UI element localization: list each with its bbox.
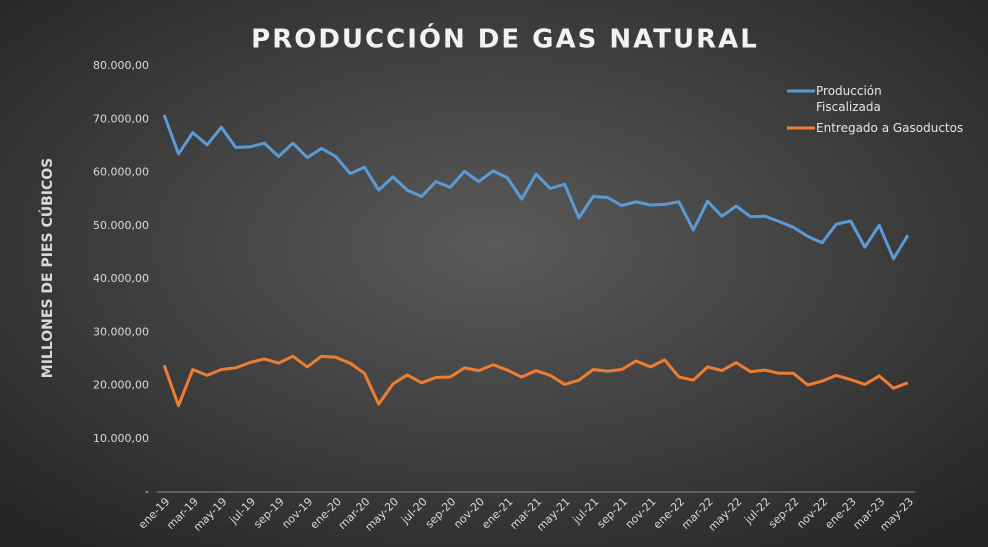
y-tick-label: 20.000,00 xyxy=(93,379,149,392)
y-tick-label: 40.000,00 xyxy=(93,272,149,285)
y-tick-label: 30.000,00 xyxy=(93,325,149,338)
data-line xyxy=(162,114,910,261)
chart-title: PRODUCCIÓN DE GAS NATURAL xyxy=(251,23,759,55)
y-tick-label: 80.000,00 xyxy=(93,59,149,72)
legend-item: Entregado a Gasoductos xyxy=(816,121,964,135)
data-line xyxy=(162,354,909,408)
y-tick-label: 10.000,00 xyxy=(93,432,149,445)
legend-label: Entregado a Gasoductos xyxy=(816,121,964,135)
y-tick-label: - xyxy=(145,485,149,498)
y-tick-label: 60.000,00 xyxy=(93,166,149,179)
y-tick-label: 70.000,00 xyxy=(93,112,149,125)
legend-item: Producción Fiscalizada xyxy=(816,84,882,114)
y-axis-label: MILLONES DE PIES CÚBICOS xyxy=(38,158,56,378)
legend-label: Producción Fiscalizada xyxy=(816,84,882,114)
y-tick-label: 50.000,00 xyxy=(93,219,149,232)
